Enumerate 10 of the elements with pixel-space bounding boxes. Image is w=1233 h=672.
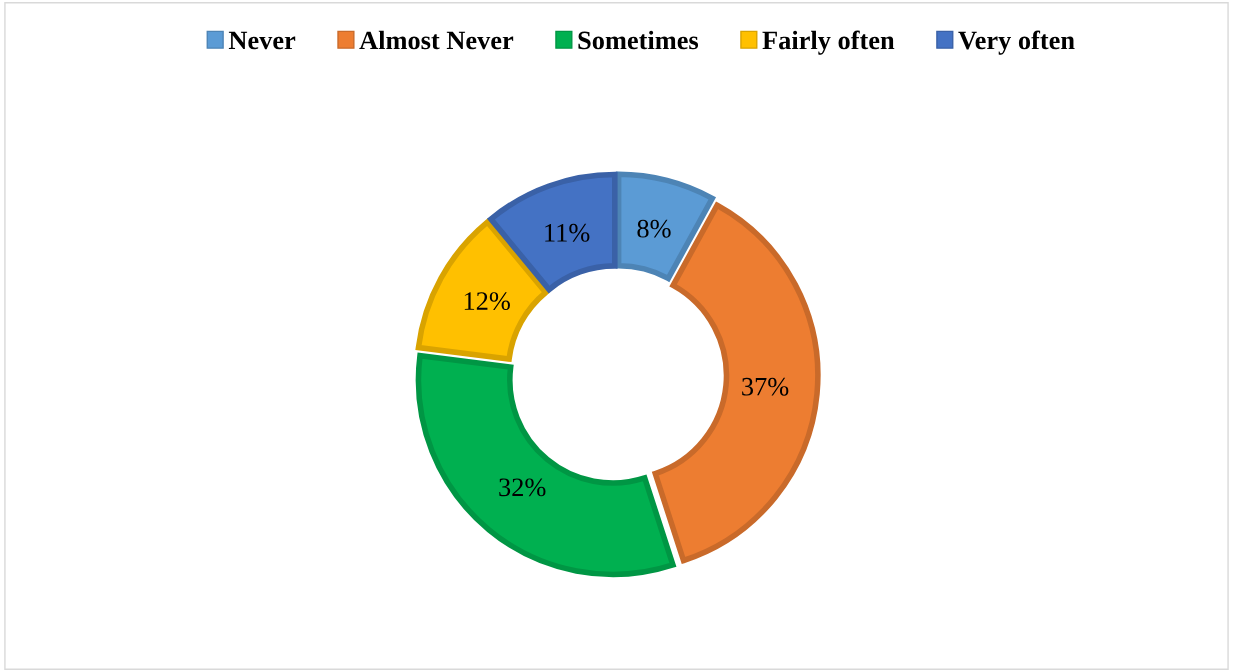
legend-label: Almost Never [359, 30, 514, 50]
data-label: 32% [499, 478, 546, 497]
data-label: 8% [637, 219, 671, 238]
data-label: 11% [545, 223, 590, 242]
legend-label: Very often [958, 30, 1075, 55]
legend-label: Sometimes [578, 30, 699, 50]
legend-label: Fairly often [762, 30, 895, 55]
legend-label: Never [228, 31, 296, 50]
data-label: 12% [464, 292, 510, 311]
data-label: 37% [742, 377, 789, 396]
